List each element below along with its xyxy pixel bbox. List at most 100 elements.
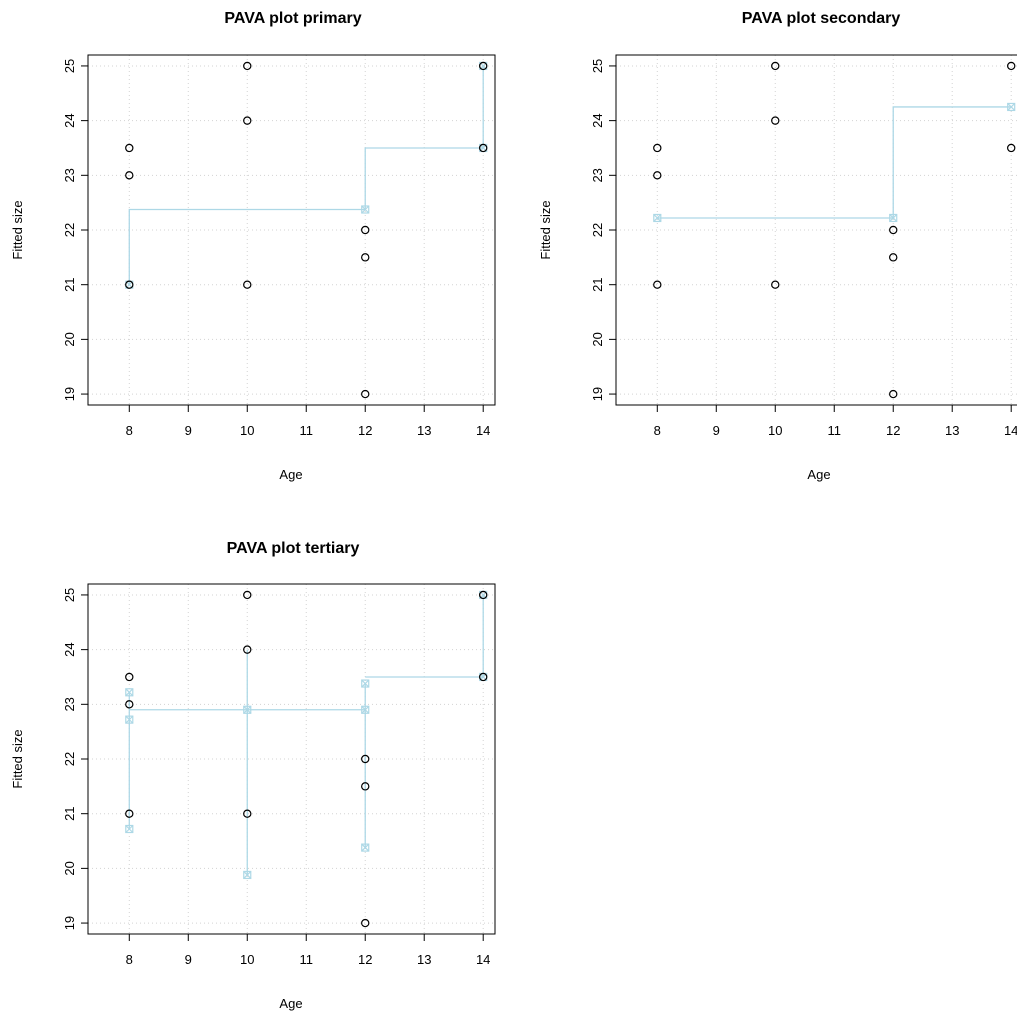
y-tick-label: 21 <box>590 277 605 291</box>
data-point <box>361 754 370 764</box>
data-point <box>243 280 252 289</box>
x-tick-label: 9 <box>185 423 192 438</box>
data-point <box>653 171 662 180</box>
data-point <box>479 672 488 682</box>
grid-lines <box>88 55 495 405</box>
y-tick-label: 19 <box>590 387 605 401</box>
y-tick-label: 22 <box>62 223 77 237</box>
data-point <box>361 782 370 791</box>
y-tick-label: 22 <box>62 752 77 766</box>
x-tick-label: 13 <box>417 423 431 438</box>
panel-secondary: PAVA plot secondary 8 9 10 11 12 13 14 19 20 21 2… <box>538 10 1017 482</box>
x-axis-label: Age <box>279 996 302 1011</box>
data-point <box>653 143 662 153</box>
x-tick-label: 11 <box>299 952 313 967</box>
panel-title: PAVA plot primary <box>224 10 361 27</box>
points-layer <box>125 590 488 928</box>
fit-marker <box>653 213 662 223</box>
y-tick-label: 25 <box>590 59 605 73</box>
y-axis-label: Fitted size <box>538 200 553 259</box>
fit-marker <box>125 688 134 697</box>
x-tick-label: 14 <box>476 952 490 967</box>
x-tick-label: 12 <box>358 952 372 967</box>
fit-marker <box>361 205 370 214</box>
data-point <box>479 590 488 600</box>
y-tick-label: 20 <box>590 332 605 346</box>
y-tick-label: 22 <box>590 223 605 237</box>
fit-marker <box>889 213 898 223</box>
panel-title: PAVA plot tertiary <box>227 540 360 557</box>
y-axis: 19 20 21 22 23 24 25 <box>590 59 616 401</box>
y-tick-label: 19 <box>62 387 77 401</box>
x-tick-label: 12 <box>358 423 372 438</box>
data-point <box>1007 143 1016 153</box>
data-point <box>125 280 134 289</box>
fit-marker <box>1007 102 1016 112</box>
panel-primary: PAVA plot primary 8 9 10 11 12 13 14 19 20 21 22 2… <box>10 10 496 482</box>
x-tick-label: 11 <box>827 423 841 438</box>
fit-layer <box>653 102 1016 223</box>
x-axis: 8 9 10 11 12 13 14 <box>126 405 490 438</box>
fit-marker <box>361 843 370 852</box>
x-tick-label: 8 <box>126 952 133 967</box>
data-point <box>125 143 134 153</box>
data-point <box>889 253 898 262</box>
data-point <box>479 61 488 71</box>
x-tick-label: 8 <box>126 423 133 438</box>
x-tick-label: 14 <box>1004 423 1017 438</box>
data-point <box>361 918 370 928</box>
y-axis-label: Fitted size <box>10 729 25 788</box>
data-point <box>243 61 252 71</box>
y-tick-label: 23 <box>590 168 605 182</box>
data-point <box>771 116 780 125</box>
x-tick-label: 8 <box>654 423 661 438</box>
x-tick-label: 13 <box>417 952 431 967</box>
y-tick-label: 24 <box>62 113 77 127</box>
data-point <box>889 225 898 235</box>
data-point <box>771 61 780 71</box>
data-point <box>361 253 370 262</box>
y-tick-label: 24 <box>590 113 605 127</box>
x-axis-label: Age <box>807 467 830 482</box>
panel-tertiary: PAVA plot tertiary 8 9 10 11 12 13 14 19 20 21 22… <box>10 540 496 1011</box>
x-tick-label: 10 <box>768 423 782 438</box>
data-point <box>479 143 488 153</box>
points-layer <box>125 61 488 399</box>
grid-lines <box>88 584 495 934</box>
data-point <box>243 809 252 818</box>
data-point <box>361 389 370 399</box>
fit-marker <box>243 705 252 714</box>
plot-frame <box>87 54 496 406</box>
x-tick-label: 11 <box>299 423 313 438</box>
x-tick-label: 12 <box>886 423 900 438</box>
x-tick-label: 10 <box>240 952 254 967</box>
x-tick-label: 9 <box>713 423 720 438</box>
panel-title: PAVA plot secondary <box>742 10 901 27</box>
fit-marker <box>361 705 370 714</box>
x-tick-label: 14 <box>476 423 490 438</box>
data-point <box>243 590 252 600</box>
x-axis: 8 9 10 11 12 13 14 <box>654 405 1017 438</box>
y-tick-label: 20 <box>62 861 77 875</box>
x-tick-label: 9 <box>185 952 192 967</box>
data-point <box>125 809 134 818</box>
data-point <box>243 116 252 125</box>
data-point <box>1007 61 1016 71</box>
fit-marker <box>125 715 134 724</box>
x-tick-label: 10 <box>240 423 254 438</box>
y-axis: 19 20 21 22 23 24 25 <box>62 588 88 930</box>
y-tick-label: 21 <box>62 806 77 820</box>
data-point <box>361 225 370 235</box>
data-point <box>125 700 134 709</box>
fit-layer <box>125 590 488 880</box>
x-axis: 8 9 10 11 12 13 14 <box>126 934 490 967</box>
plot-frame <box>87 583 496 935</box>
fit-marker <box>243 870 252 880</box>
data-point <box>125 672 134 682</box>
fit-marker <box>125 824 134 834</box>
data-point <box>125 171 134 180</box>
y-tick-label: 25 <box>62 59 77 73</box>
y-tick-label: 24 <box>62 642 77 656</box>
x-tick-label: 13 <box>945 423 959 438</box>
